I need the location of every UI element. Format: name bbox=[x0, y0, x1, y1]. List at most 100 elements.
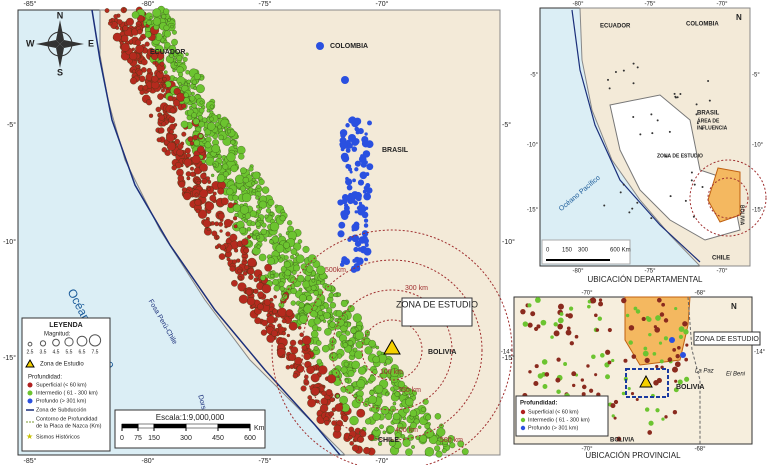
dept-label: INFLUENCIA bbox=[697, 125, 728, 131]
prov-legend-text: Superficial (< 60 km) bbox=[528, 409, 579, 415]
quake bbox=[565, 313, 569, 317]
quake bbox=[249, 210, 257, 218]
quake bbox=[317, 326, 322, 332]
quake bbox=[186, 153, 191, 158]
quake bbox=[534, 364, 539, 369]
quake bbox=[340, 300, 348, 307]
quake bbox=[222, 163, 229, 170]
scale-label: 150 bbox=[148, 435, 160, 442]
quake bbox=[653, 380, 659, 386]
quake bbox=[394, 432, 402, 439]
quake bbox=[342, 342, 348, 348]
dept-rings bbox=[689, 159, 767, 237]
quake bbox=[163, 8, 170, 15]
scale-segment bbox=[185, 423, 219, 429]
quake bbox=[382, 430, 387, 435]
quake bbox=[192, 134, 198, 141]
quake bbox=[303, 304, 313, 314]
quake bbox=[230, 139, 236, 145]
quake bbox=[207, 187, 211, 191]
quake bbox=[348, 134, 356, 142]
quake bbox=[291, 270, 297, 275]
quake bbox=[178, 180, 186, 188]
dept-city bbox=[690, 171, 693, 174]
quake bbox=[182, 56, 188, 62]
scale-label: 300 bbox=[180, 435, 192, 442]
quake bbox=[672, 410, 678, 415]
quake bbox=[591, 354, 596, 359]
quake bbox=[654, 326, 661, 333]
dept-label: ECUADOR bbox=[600, 24, 631, 30]
quake bbox=[611, 414, 615, 418]
left-ticks: -15° bbox=[527, 208, 539, 214]
quake bbox=[275, 244, 285, 253]
dept-city bbox=[632, 62, 635, 65]
compass-s: S bbox=[57, 67, 63, 77]
quake bbox=[590, 297, 597, 304]
quake bbox=[122, 7, 127, 12]
right-ticks: -15° bbox=[502, 354, 515, 362]
quake bbox=[172, 68, 176, 73]
right-ticks: -14° bbox=[754, 350, 766, 356]
quake bbox=[392, 412, 401, 421]
quake bbox=[594, 373, 598, 377]
quake bbox=[197, 145, 205, 154]
dept-city bbox=[708, 99, 711, 102]
legend-text: Zona de Subducción bbox=[36, 407, 86, 413]
quake bbox=[245, 288, 253, 296]
quake bbox=[161, 147, 167, 153]
quake bbox=[191, 102, 197, 109]
study-zone-label: ZONA DE ESTUDIO bbox=[396, 299, 478, 309]
quake bbox=[257, 291, 265, 299]
dept-city bbox=[693, 183, 696, 186]
quake bbox=[374, 384, 384, 394]
quake bbox=[541, 359, 548, 365]
quake bbox=[627, 387, 631, 391]
quake bbox=[356, 408, 366, 418]
prov-study-box-label bbox=[693, 331, 761, 346]
contour-label: 100 km bbox=[380, 369, 403, 376]
dept-city bbox=[650, 113, 653, 116]
quake bbox=[151, 53, 158, 61]
quake bbox=[610, 403, 616, 409]
quake bbox=[565, 329, 572, 336]
quake bbox=[158, 114, 165, 121]
quake bbox=[267, 199, 275, 206]
quake bbox=[669, 337, 675, 343]
quake bbox=[354, 210, 358, 214]
dept-city bbox=[636, 201, 639, 204]
quake bbox=[397, 422, 404, 430]
quake bbox=[209, 110, 214, 115]
quake bbox=[192, 118, 200, 125]
quake bbox=[232, 259, 237, 265]
quake bbox=[621, 297, 627, 304]
quake bbox=[183, 97, 190, 104]
quake bbox=[162, 77, 167, 82]
scale-label: 600 bbox=[244, 435, 256, 442]
quake bbox=[191, 154, 201, 164]
quake bbox=[302, 245, 310, 253]
quake bbox=[557, 323, 564, 330]
quake bbox=[173, 99, 181, 107]
quake bbox=[339, 262, 345, 267]
quake bbox=[289, 364, 295, 370]
quake bbox=[555, 377, 561, 383]
quake bbox=[372, 412, 381, 421]
quake bbox=[255, 195, 260, 200]
quake bbox=[197, 115, 204, 121]
quake bbox=[331, 420, 337, 426]
quake bbox=[160, 88, 165, 93]
quake bbox=[210, 173, 215, 178]
quake bbox=[674, 306, 678, 311]
quake bbox=[167, 95, 174, 102]
quake bbox=[227, 129, 231, 134]
quake bbox=[222, 171, 229, 178]
quake bbox=[297, 326, 302, 330]
quake bbox=[199, 163, 208, 172]
quake bbox=[329, 397, 335, 403]
quake bbox=[372, 369, 378, 375]
quake bbox=[287, 220, 293, 226]
quake bbox=[283, 255, 289, 260]
legend-symbol bbox=[520, 425, 526, 431]
quake bbox=[343, 361, 349, 367]
